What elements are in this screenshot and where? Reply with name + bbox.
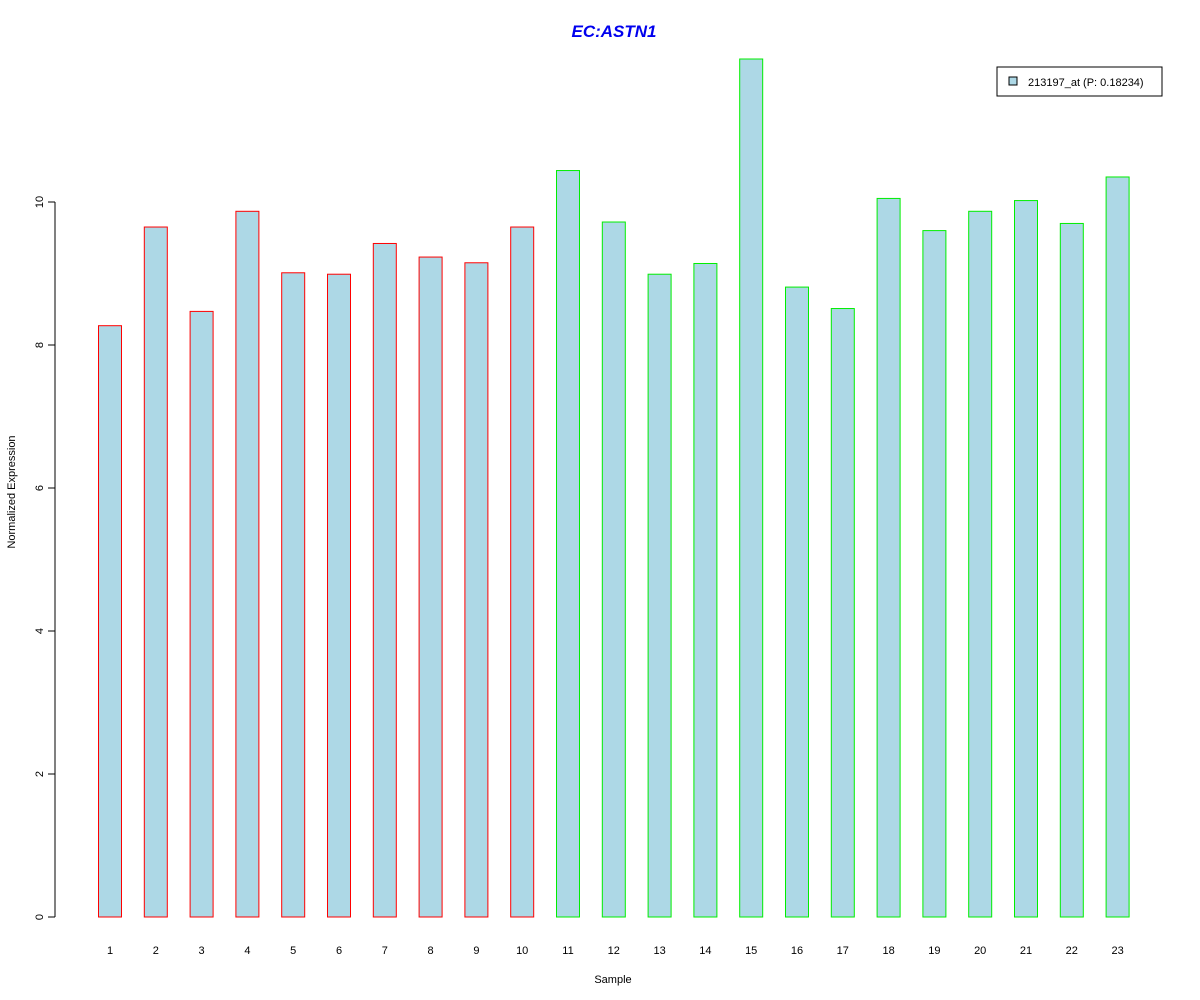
y-tick-label: 8 bbox=[34, 342, 46, 348]
x-tick-label: 10 bbox=[516, 945, 528, 957]
x-tick-label: 22 bbox=[1066, 945, 1078, 957]
y-tick-label: 4 bbox=[34, 628, 46, 634]
bar-sample-11 bbox=[556, 170, 580, 918]
bar-sample-20 bbox=[968, 210, 993, 918]
x-tick-labels: 1 2 3 4 5 6 7 8 9 10 11 12 13 14 15 16 17 18 19 20 21 22 23 bbox=[107, 945, 1124, 957]
y-tick-label: 0 bbox=[34, 914, 46, 920]
x-tick-label: 9 bbox=[473, 945, 479, 957]
bar-sample-4 bbox=[235, 210, 260, 918]
bar-sample-6 bbox=[327, 273, 351, 918]
bar-sample-23 bbox=[1105, 176, 1130, 918]
x-tick-label: 11 bbox=[562, 945, 573, 957]
bar-sample-16 bbox=[785, 286, 809, 918]
bar-sample-3 bbox=[189, 310, 214, 918]
x-tick-label: 7 bbox=[382, 945, 388, 957]
legend-box bbox=[996, 66, 1163, 97]
legend: 213197_at (P: 0.18234) bbox=[996, 66, 1163, 97]
x-tick-label: 8 bbox=[428, 945, 434, 957]
x-tick-label: 14 bbox=[699, 945, 711, 957]
x-tick-label: 6 bbox=[336, 945, 342, 957]
legend-label: 213197_at (P: 0.18234) bbox=[1028, 77, 1144, 89]
x-tick-label: 13 bbox=[653, 945, 665, 957]
legend-swatch bbox=[1008, 76, 1018, 86]
x-tick-label: 4 bbox=[244, 945, 250, 957]
bar-sample-15 bbox=[739, 58, 764, 918]
x-tick-label: 21 bbox=[1020, 945, 1032, 957]
x-tick-label: 12 bbox=[608, 945, 620, 957]
bar-sample-7 bbox=[372, 242, 397, 918]
x-tick-label: 15 bbox=[745, 945, 757, 957]
y-tick-label: 6 bbox=[34, 485, 46, 491]
bar-sample-2 bbox=[143, 226, 168, 918]
bar-sample-10 bbox=[510, 226, 535, 918]
bar-sample-12 bbox=[601, 221, 626, 918]
x-tick-label: 1 bbox=[107, 945, 113, 957]
x-tick-label: 17 bbox=[837, 945, 849, 957]
bar-sample-18 bbox=[876, 197, 901, 918]
x-axis-title: Sample bbox=[594, 974, 631, 986]
y-tick-label: 10 bbox=[34, 196, 46, 208]
bar-sample-5 bbox=[281, 272, 306, 918]
bar-sample-21 bbox=[1014, 200, 1038, 918]
bar-sample-22 bbox=[1059, 222, 1084, 918]
x-tick-label: 5 bbox=[290, 945, 296, 957]
bar-sample-8 bbox=[418, 256, 443, 918]
bar-sample-19 bbox=[922, 230, 947, 918]
x-tick-label: 20 bbox=[974, 945, 986, 957]
bar-sample-13 bbox=[647, 273, 672, 918]
y-tick-label: 2 bbox=[34, 771, 46, 777]
y-axis: 0 2 4 6 8 10 bbox=[34, 196, 56, 920]
bar-sample-14 bbox=[693, 262, 718, 918]
x-tick-label: 2 bbox=[153, 945, 159, 957]
bar-sample-9 bbox=[464, 262, 489, 918]
chart-title: EC:ASTN1 bbox=[571, 22, 656, 41]
x-tick-label: 3 bbox=[199, 945, 205, 957]
x-tick-label: 16 bbox=[791, 945, 803, 957]
bar-sample-1 bbox=[98, 325, 122, 918]
y-axis-title: Normalized Expression bbox=[6, 435, 18, 548]
bar-sample-17 bbox=[830, 308, 855, 918]
x-tick-label: 23 bbox=[1111, 945, 1123, 957]
x-tick-label: 19 bbox=[928, 945, 940, 957]
x-tick-label: 18 bbox=[882, 945, 894, 957]
bars-group bbox=[98, 58, 1130, 918]
